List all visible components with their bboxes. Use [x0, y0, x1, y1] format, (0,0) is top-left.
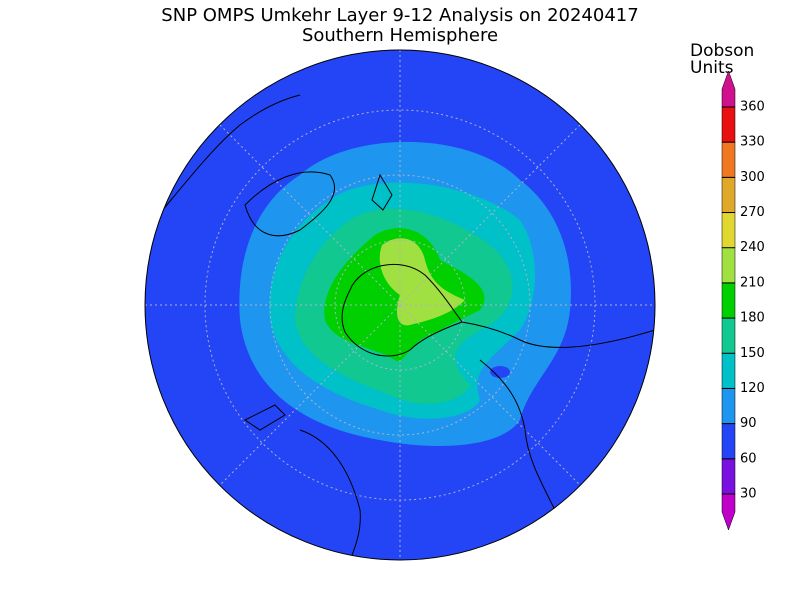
legend-title: Dobson: [690, 41, 754, 61]
colorbar-segment: [721, 212, 736, 248]
colorbar-segment: [721, 141, 736, 178]
colorbar-segment: [721, 423, 736, 460]
map: [145, 50, 655, 560]
colorbar-tick-label: 270: [740, 205, 765, 220]
colorbar-tick-label: 300: [740, 170, 765, 185]
graticule: [145, 50, 655, 560]
colorbar-segment: [721, 282, 736, 319]
colorbar-segment: [721, 247, 736, 284]
colorbar-segment: [721, 353, 736, 389]
map-border: [144, 49, 656, 561]
colorbar-extension: [721, 493, 736, 531]
colorbar-tick-label: 150: [740, 346, 765, 361]
colorbar-segment: [721, 458, 736, 495]
colorbar: 30 60 90 120 150 180 210 240 270 300 330 360: [721, 70, 765, 531]
colorbar-tick-label: 60: [740, 451, 757, 466]
colorbar-tick-label: 30: [740, 487, 757, 502]
subtitle: Southern Hemisphere: [302, 25, 498, 46]
colorbar-segment: [721, 317, 736, 354]
colorbar-tick-label: 330: [740, 135, 765, 150]
colorbar-segment: [721, 106, 736, 143]
colorbar-segment: [721, 177, 736, 213]
colorbar-segment: [721, 388, 736, 424]
region: [490, 366, 510, 378]
coastlines: [149, 94, 655, 560]
colorbar-tick-label: 210: [740, 275, 765, 290]
colorbar-tick-label: 120: [740, 381, 765, 396]
colorbar-tick-label: 180: [740, 311, 765, 326]
colorbar-tick-label: 360: [740, 100, 765, 115]
title: SNP OMPS Umkehr Layer 9-12 Analysis on 2…: [161, 5, 638, 26]
contour: [379, 238, 465, 326]
colorbar-tick-label: 240: [740, 240, 765, 255]
colorbar-tick-label: 90: [740, 416, 757, 431]
legend-title: Units: [690, 58, 734, 78]
